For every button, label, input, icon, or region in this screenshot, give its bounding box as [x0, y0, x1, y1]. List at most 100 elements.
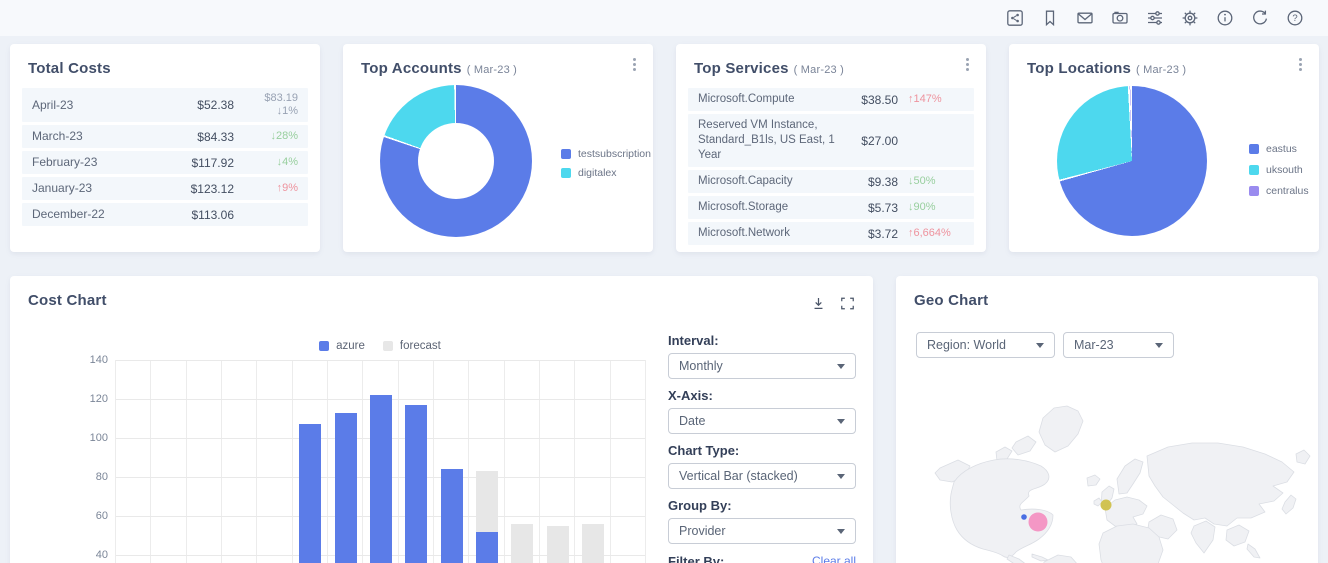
row-label: Reserved VM Instance, Standard_B1ls, US … [698, 119, 835, 161]
legend-label: testsubscription [578, 148, 651, 160]
top-locations-title: Top Locations [1027, 60, 1131, 77]
select-value: Monthly [679, 359, 723, 373]
row-label: Microsoft.Network [698, 227, 791, 239]
row-value: $9.38 [867, 174, 898, 189]
bar-forecast[interactable] [476, 471, 498, 532]
cost-chart-title-text: Cost Chart [28, 292, 107, 309]
share-box-icon[interactable] [1006, 9, 1024, 27]
settings-gear-icon[interactable] [1181, 9, 1199, 27]
row-change: ↑9% [276, 182, 298, 194]
select-value: Vertical Bar (stacked) [679, 469, 798, 483]
row-label: Microsoft.Capacity [698, 175, 793, 187]
control-select-xaxis[interactable]: Date [668, 408, 856, 434]
y-axis-label: 120 [89, 393, 108, 405]
download-icon[interactable] [811, 296, 826, 311]
control-label: Interval: [668, 333, 719, 348]
legend-item[interactable]: centralus [1249, 185, 1309, 197]
row-label: April-23 [32, 97, 74, 112]
legend-label: centralus [1266, 185, 1309, 197]
topbar: ? [0, 0, 1328, 36]
top-accounts-donut-chart[interactable] [380, 85, 532, 237]
grid-column [293, 360, 328, 563]
table-row: February-23 $117.92 ↓4% [22, 151, 308, 174]
legend-swatch [319, 341, 330, 351]
row-label: December-22 [32, 207, 105, 221]
legend-item[interactable]: eastus [1249, 143, 1309, 155]
legend-item[interactable]: azure [319, 340, 365, 352]
bar-azure[interactable] [334, 412, 357, 563]
grid-column [469, 360, 505, 563]
grid-column [434, 360, 470, 563]
row-value: $3.72 [867, 226, 898, 241]
y-axis-label: 40 [95, 549, 108, 561]
fullscreen-icon[interactable] [840, 296, 855, 311]
top-locations-pie-chart[interactable] [1057, 86, 1207, 236]
legend-item[interactable]: digitalex [561, 167, 651, 179]
bar-azure[interactable] [299, 424, 322, 563]
row-change: ↓4% [276, 156, 298, 168]
region-select-value: Region: World [927, 338, 1006, 352]
top-accounts-card: Top Accounts ( Mar-23 ) testsubscription d… [343, 44, 653, 252]
map-marker-yellow[interactable] [1100, 499, 1112, 511]
row-value: $123.12 [190, 181, 234, 196]
map-marker-small-blue[interactable] [1021, 514, 1027, 520]
chevron-down-icon [1155, 342, 1163, 348]
control-select-interval[interactable]: Monthly [668, 353, 856, 379]
grid-column [222, 360, 258, 563]
region-select[interactable]: Region: World [916, 332, 1055, 358]
table-row: Microsoft.Storage $5.73 ↓90% [688, 196, 974, 219]
clear-all-link[interactable]: Clear all [811, 554, 856, 563]
legend-item[interactable]: forecast [382, 340, 441, 352]
refresh-icon[interactable] [1251, 9, 1269, 27]
chevron-down-icon [837, 528, 845, 534]
legend-label: digitalex [578, 167, 617, 179]
card-menu-icon[interactable] [1293, 58, 1307, 74]
legend-label: forecast [399, 340, 441, 352]
legend-label: uksouth [1266, 164, 1303, 176]
card-menu-icon[interactable] [960, 58, 974, 74]
row-value: $27.00 [861, 133, 898, 148]
month-select[interactable]: Mar-23 [1063, 332, 1174, 358]
bar-azure[interactable] [370, 395, 392, 563]
card-title: Top Accounts ( Mar-23 ) [361, 60, 517, 77]
row-change: ↑6,664% [908, 227, 951, 239]
row-label: January-23 [32, 181, 93, 195]
grid-column [611, 360, 646, 563]
bar-forecast[interactable] [582, 523, 604, 563]
grid-column [363, 360, 399, 563]
info-icon[interactable] [1216, 9, 1234, 27]
grid-column [116, 360, 152, 563]
card-menu-icon[interactable] [627, 58, 641, 74]
grid-column [540, 360, 576, 563]
table-row: Microsoft.Capacity $9.38 ↓50% [688, 170, 974, 193]
cost-chart-card: Cost Chart azure forecast 140 120 100 80 60 40… [10, 276, 873, 563]
cost-chart-y-axis: 140 120 100 80 60 40 [10, 354, 108, 563]
sliders-icon[interactable] [1146, 9, 1164, 27]
cost-chart-legend: azure forecast [115, 338, 645, 354]
grid-column [575, 360, 611, 563]
help-icon[interactable]: ? [1286, 9, 1304, 27]
control-select-groupby[interactable]: Provider [668, 518, 856, 544]
row-label: Microsoft.Storage [698, 201, 789, 213]
top-services-title: Top Services [694, 60, 789, 77]
row-value: $113.06 [191, 207, 235, 222]
bar-azure[interactable] [476, 531, 498, 563]
card-title: Top Locations ( Mar-23 ) [1027, 60, 1186, 77]
period-label: ( Mar-23 ) [1135, 64, 1187, 76]
row-label: February-23 [32, 155, 98, 169]
legend-label: azure [336, 340, 365, 352]
legend-swatch [561, 168, 571, 178]
control-select-charttype[interactable]: Vertical Bar (stacked) [668, 463, 856, 489]
camera-icon[interactable] [1111, 9, 1129, 27]
y-axis-label: 140 [89, 354, 108, 366]
map-marker-pink[interactable] [1028, 512, 1048, 532]
bar-azure[interactable] [440, 469, 463, 563]
legend-item[interactable]: uksouth [1249, 164, 1309, 176]
mail-icon[interactable] [1076, 9, 1094, 27]
bar-forecast[interactable] [546, 525, 569, 563]
grid-column [328, 360, 364, 563]
bar-forecast[interactable] [511, 523, 534, 563]
legend-item[interactable]: testsubscription [561, 148, 651, 160]
bar-azure[interactable] [405, 404, 428, 563]
bookmark-icon[interactable] [1041, 9, 1059, 27]
